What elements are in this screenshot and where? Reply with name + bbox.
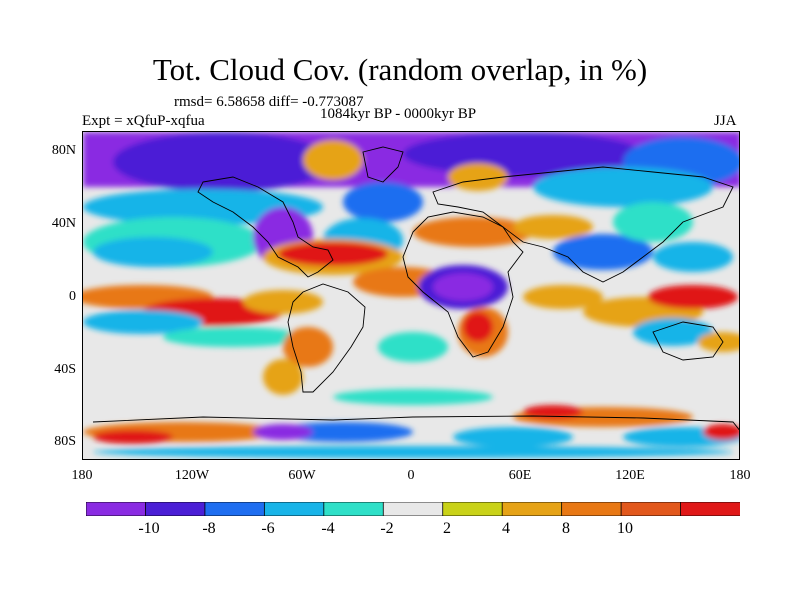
- map-title: Tot. Cloud Cov. (random overlap, in %): [152, 52, 648, 87]
- lon-tick-180e: 180: [729, 468, 751, 483]
- colorbar-label: -4: [321, 520, 335, 537]
- lon-tick-120e: 120E: [615, 468, 645, 483]
- colorbar-swatch: [620, 502, 682, 516]
- anomaly-field: [83, 132, 739, 458]
- colorbar-swatch: [86, 502, 147, 516]
- colorbar-label: 2: [443, 520, 451, 537]
- colorbar-swatch: [204, 502, 266, 516]
- cloud-cover-map: [83, 132, 739, 459]
- season-label: JJA: [714, 113, 737, 129]
- colorbar-swatch: [442, 502, 504, 516]
- colorbar-label: -6: [261, 520, 275, 537]
- colorbar-swatch: [680, 502, 740, 516]
- colorbar-label: 4: [502, 520, 510, 537]
- colorbar-label: -10: [138, 520, 160, 537]
- lon-tick-180w: 180: [71, 468, 93, 483]
- map-panel: [82, 131, 740, 460]
- colorbar-label: -2: [380, 520, 394, 537]
- colorbar-swatch: [382, 502, 444, 516]
- colorbar: [86, 502, 740, 516]
- lat-tick-80n: 80N: [51, 143, 76, 158]
- period-label: 1084kyr BP - 0000kyr BP: [320, 106, 477, 122]
- colorbar-swatch: [561, 502, 622, 516]
- colorbar-swatch: [323, 502, 385, 516]
- lat-tick-40s: 40S: [54, 362, 76, 377]
- lat-tick-80s: 80S: [54, 434, 76, 449]
- lon-tick-60e: 60E: [508, 468, 532, 483]
- lat-tick-40n: 40N: [51, 216, 76, 231]
- lat-tick-0: 0: [69, 289, 76, 304]
- lon-tick-120w: 120W: [174, 468, 210, 483]
- coastlines: [92, 146, 739, 431]
- stats-label: rmsd= 6.58658 diff= -0.773087: [174, 94, 364, 110]
- colorbar-swatch: [263, 502, 325, 516]
- experiment-label: Expt = xQfuP-xqfua: [82, 113, 205, 129]
- lon-tick-0: 0: [407, 468, 415, 483]
- colorbar-label: 10: [617, 520, 633, 537]
- colorbar-swatch: [145, 502, 206, 516]
- colorbar-swatch: [501, 502, 563, 516]
- colorbar-label: -8: [202, 520, 216, 537]
- colorbar-label: 8: [562, 520, 570, 537]
- lon-tick-60w: 60W: [288, 468, 316, 483]
